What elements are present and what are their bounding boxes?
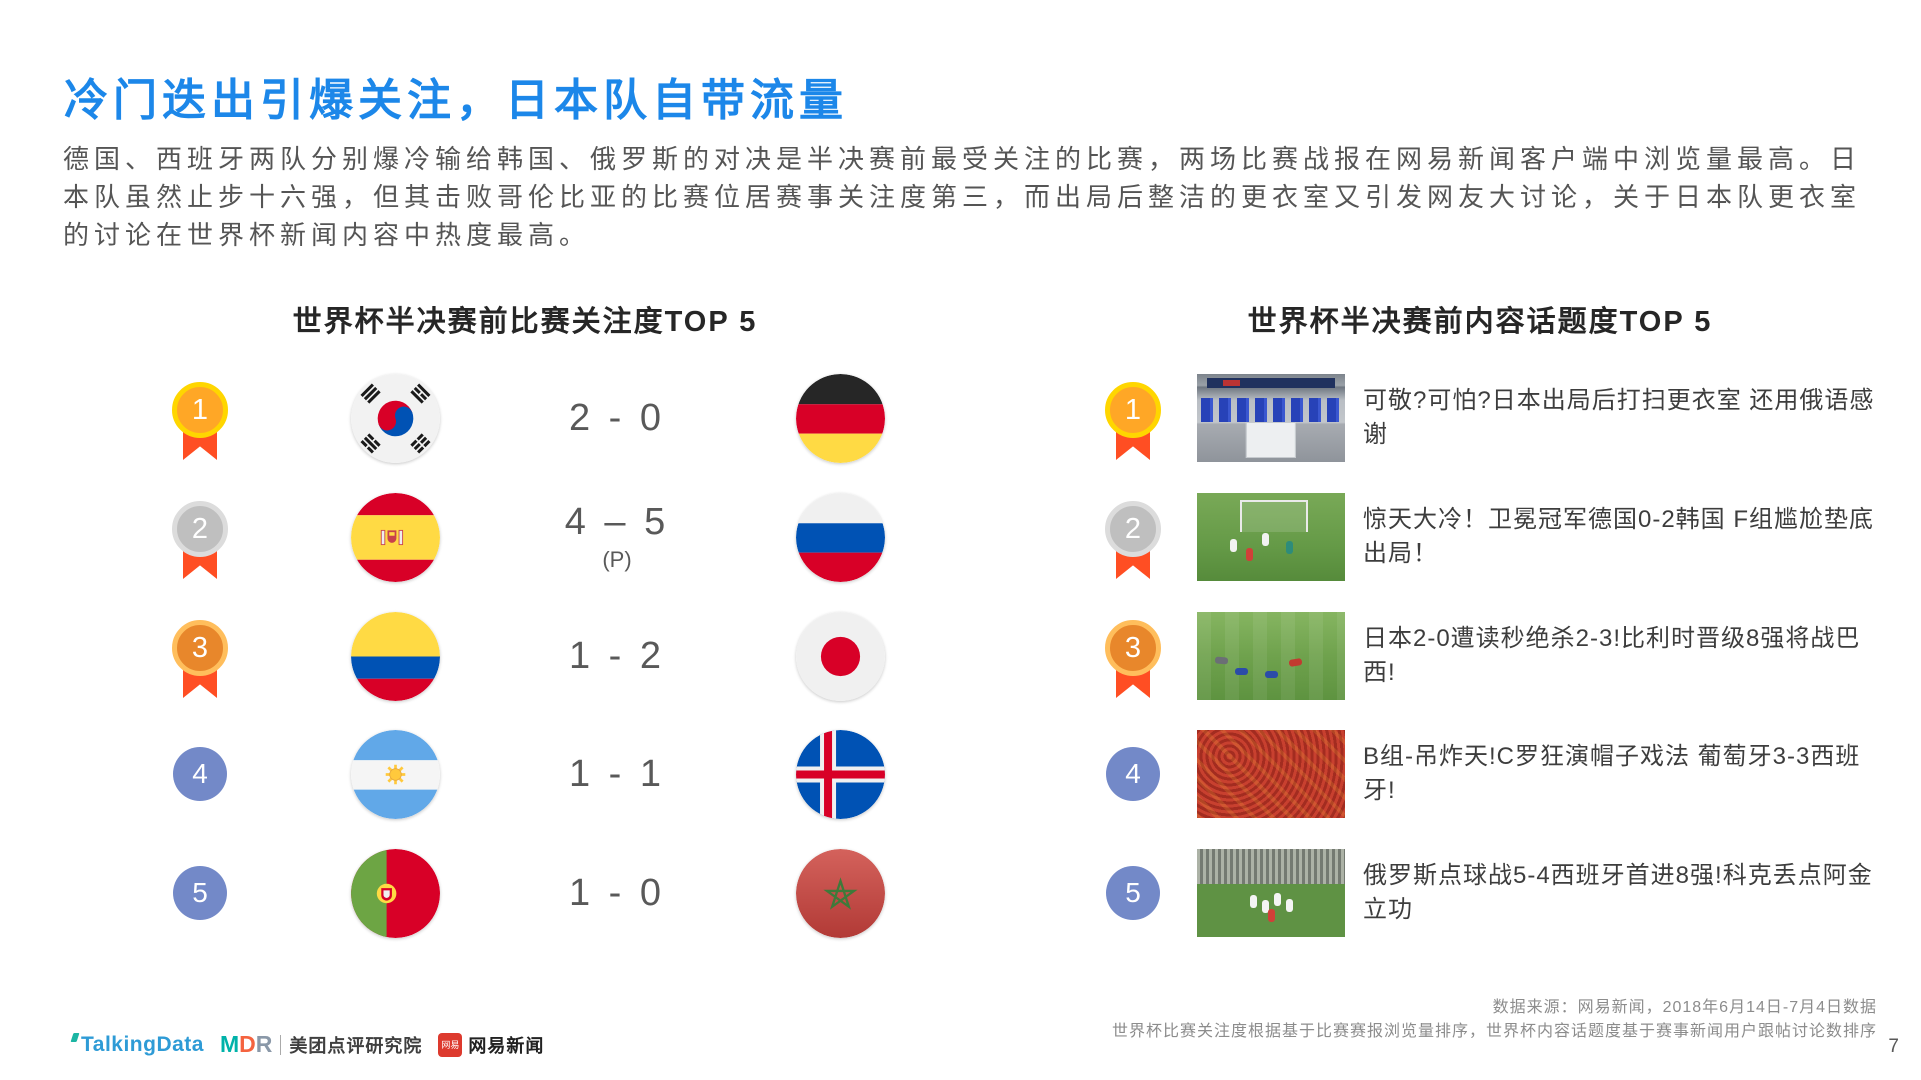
russia-flag-icon <box>795 492 885 582</box>
morocco-flag-icon <box>795 848 885 938</box>
colombia-flag-icon <box>350 611 440 701</box>
netease-badge-icon: 网易 <box>438 1032 463 1057</box>
footer-logos: TalkingData MDR 美团点评研究院 网易 网易新闻 <box>70 1031 544 1058</box>
match-2-penalty-note: (P) <box>602 547 632 572</box>
match-ranking-list: 1 2 - 0 <box>130 372 966 938</box>
argentina-flag-icon <box>350 729 440 819</box>
south-korea-flag-icon <box>350 373 440 463</box>
data-source-note: 数据来源：网易新闻，2018年6月14日-7月4日数据 世界杯比赛关注度根据基于… <box>1112 996 1877 1044</box>
intro-paragraph: 德国、西班牙两队分别爆冷输给韩国、俄罗斯的对决是半决赛前最受关注的比赛，两场比赛… <box>63 144 1862 250</box>
topic-row-1: 1 可敬?可怕?日本出局后打扫更衣室 还用俄语感谢 <box>1075 372 1885 462</box>
match-row-1: 1 2 - 0 <box>130 372 966 464</box>
russia-celebration-photo <box>1197 849 1345 937</box>
rank-5-badge: 5 <box>173 866 227 920</box>
mdr-letters-icon: MDR <box>219 1031 273 1057</box>
rank-3-medal-icon: 3 <box>171 620 229 702</box>
iceland-flag-icon <box>795 729 885 819</box>
japan-belgium-match-photo <box>1197 612 1345 700</box>
japan-locker-room-photo <box>1197 374 1345 462</box>
topic-2-headline: 惊天大冷！卫冕冠军德国0-2韩国 F组尴尬垫底出局！ <box>1363 506 1875 567</box>
japan-flag-icon <box>795 611 885 701</box>
match-4-score: 1 - 1 <box>568 752 666 795</box>
match-row-3: 3 1 - 2 <box>130 610 966 702</box>
topic-3-headline: 日本2-0遭读秒绝杀2-3!比利时晋级8强将战巴西! <box>1363 625 1861 686</box>
source-line-1: 数据来源：网易新闻，2018年6月14日-7月4日数据 <box>1492 999 1877 1016</box>
page-title: 冷门迭出引爆关注，日本队自带流量 <box>64 76 848 125</box>
page-number: 7 <box>1888 1036 1899 1057</box>
rank-2-medal-icon: 2 <box>171 501 229 583</box>
rank-5-badge: 5 <box>1106 866 1160 920</box>
topic-row-4: 4 B组-吊炸天!C罗狂演帽子戏法 葡萄牙3-3西班牙! <box>1075 729 1885 819</box>
spain-flag-icon <box>350 492 440 582</box>
match-5-score: 1 - 0 <box>568 871 666 914</box>
portugal-flag-icon <box>350 848 440 938</box>
match-row-5: 5 1 - 0 <box>130 848 966 938</box>
netease-news-logo: 网易 网易新闻 <box>438 1032 544 1058</box>
meituan-dianping-research-logo: MDR 美团点评研究院 <box>219 1031 423 1057</box>
match-1-score: 2 - 0 <box>568 396 666 439</box>
rank-3-medal-icon: 3 <box>1104 620 1162 702</box>
logo-divider <box>280 1034 282 1055</box>
topic-row-5: 5 俄罗斯点球战5-4西班牙首进8强!科克丢点阿金立功 <box>1075 848 1885 938</box>
germany-korea-match-photo <box>1197 493 1345 581</box>
source-line-2: 世界杯比赛关注度根据基于比赛赛报浏览量排序，世界杯内容话题度基于赛事新闻用户跟帖… <box>1111 1023 1877 1040</box>
rank-4-badge: 4 <box>1106 747 1160 801</box>
match-row-2: 2 4 – 5 (P) <box>130 491 966 583</box>
rank-1-medal-icon: 1 <box>171 382 229 464</box>
left-section-title: 世界杯半决赛前比赛关注度TOP 5 <box>292 306 758 338</box>
talkingdata-tick-icon <box>70 1032 80 1042</box>
topic-ranking-list: 1 可敬?可怕?日本出局后打扫更衣室 还用俄语感谢 2 惊天大冷！卫冕冠军德国0… <box>1075 372 1885 938</box>
portugal-fans-photo <box>1197 730 1345 818</box>
topic-4-headline: B组-吊炸天!C罗狂演帽子戏法 葡萄牙3-3西班牙! <box>1363 743 1861 804</box>
match-row-4: 4 1 - 1 <box>130 729 966 819</box>
right-section-title: 世界杯半决赛前内容话题度TOP 5 <box>1247 306 1713 338</box>
rank-2-medal-icon: 2 <box>1104 501 1162 583</box>
topic-5-headline: 俄罗斯点球战5-4西班牙首进8强!科克丢点阿金立功 <box>1363 862 1873 923</box>
topic-row-2: 2 惊天大冷！卫冕冠军德国0-2韩国 F组尴尬垫底出局！ <box>1075 491 1885 581</box>
topic-1-headline: 可敬?可怕?日本出局后打扫更衣室 还用俄语感谢 <box>1363 387 1875 448</box>
match-2-score: 4 – 5 <box>564 501 670 543</box>
germany-flag-icon <box>795 373 885 463</box>
match-3-score: 1 - 2 <box>568 634 666 677</box>
rank-4-badge: 4 <box>173 747 227 801</box>
topic-row-3: 3 日本2-0遭读秒绝杀2-3!比利时晋级8强将战巴西! <box>1075 610 1885 700</box>
rank-1-medal-icon: 1 <box>1104 382 1162 464</box>
talkingdata-logo: TalkingData <box>70 1032 204 1057</box>
